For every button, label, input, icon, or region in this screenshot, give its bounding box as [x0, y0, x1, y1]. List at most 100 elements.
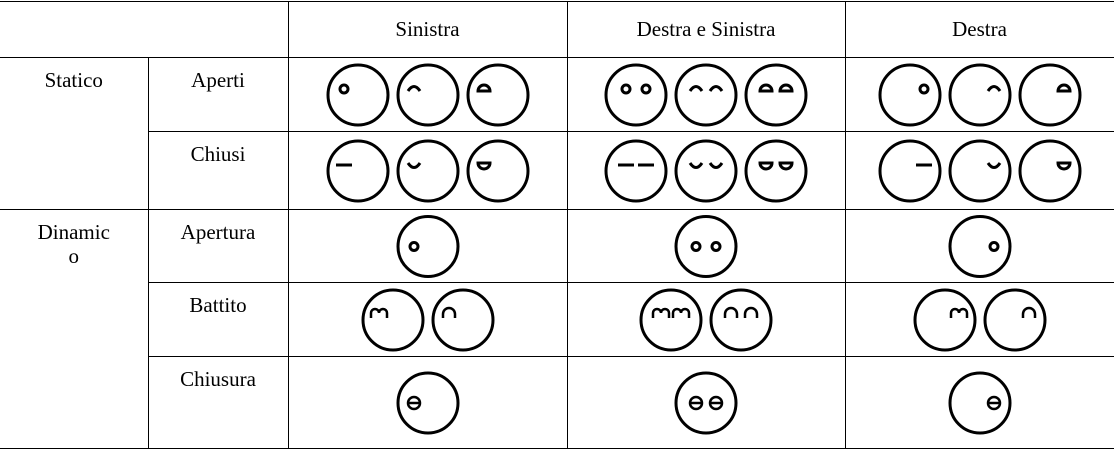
face-outline [674, 371, 738, 434]
face-icon [878, 63, 941, 126]
group-cell: Dinamico [0, 209, 149, 449]
icon-group [326, 63, 529, 126]
face-outline [878, 139, 941, 202]
face-icon [396, 214, 459, 278]
face-outline [674, 214, 738, 278]
face-icon [913, 288, 976, 351]
face-eye [690, 240, 702, 252]
column-header: Sinistra [287, 1, 568, 58]
icon-cell [287, 57, 568, 132]
face-outline [948, 139, 1011, 202]
icon-cell [287, 356, 568, 449]
row-label: Chiusura [148, 356, 289, 449]
face-icon [948, 63, 1011, 126]
face-eye [406, 161, 421, 169]
icon-group [604, 139, 808, 202]
face-eye [1021, 306, 1036, 318]
face-eye [918, 83, 929, 94]
faces-table: Sinistra Destra e Sinistra Destra Static… [0, 1, 1114, 449]
face-eye [620, 83, 632, 94]
face-eye [758, 83, 774, 92]
face-eye [369, 307, 388, 318]
icon-cell [566, 57, 846, 132]
group-label: Dinamico [37, 220, 110, 268]
face-icon [744, 139, 808, 202]
face-outline [1018, 139, 1081, 202]
face-outline [396, 214, 459, 278]
icon-cell [844, 356, 1114, 449]
face-outline [983, 288, 1046, 351]
icon-group [396, 214, 459, 278]
group-label: Statico [44, 68, 103, 92]
face-outline [326, 139, 389, 202]
face-icon [709, 288, 773, 351]
face-eye [651, 307, 671, 318]
face-outline [913, 288, 976, 351]
icon-group [913, 288, 1046, 351]
face-outline [396, 371, 459, 434]
face-outline [639, 288, 703, 351]
face-icon [466, 63, 529, 126]
face-icon [604, 139, 668, 202]
icon-group [361, 288, 494, 351]
face-icon [396, 371, 459, 434]
face-eye [475, 83, 492, 92]
face-icon [431, 288, 494, 351]
face-eye [408, 240, 419, 252]
face-icon [983, 288, 1046, 351]
face-outline [466, 139, 529, 202]
face-eye [778, 83, 794, 92]
face-outline [878, 63, 941, 126]
table-body: Sinistra Destra e Sinistra Destra Static… [0, 1, 1114, 449]
icon-cell [844, 209, 1114, 283]
face-eye [688, 84, 704, 92]
face-eye [708, 84, 724, 92]
face-eye [758, 161, 774, 170]
face-eye [778, 161, 794, 170]
row-label: Apertura [147, 209, 289, 283]
face-outline [604, 139, 668, 202]
face-outline [948, 214, 1011, 278]
icon-cell [566, 282, 846, 357]
face-eye [1055, 83, 1072, 92]
face-outline [326, 63, 389, 126]
icon-cell [844, 57, 1114, 132]
face-outline [948, 63, 1011, 126]
corner-cell [0, 1, 289, 58]
row-label: Aperti [147, 57, 289, 132]
icon-group [674, 214, 738, 278]
icon-cell [287, 209, 568, 283]
face-icon [948, 139, 1011, 202]
face-outline [431, 288, 494, 351]
column-header: Destra [844, 1, 1114, 58]
face-outline [674, 63, 738, 126]
face-icon [878, 139, 941, 202]
group-cell: Statico [0, 57, 149, 210]
face-icon [674, 371, 738, 434]
table-row: Statico Aperti [0, 57, 1114, 210]
face-eye [688, 161, 704, 169]
table-row: Battito [0, 282, 1114, 357]
face-eye [710, 240, 722, 252]
face-eye [1055, 161, 1072, 170]
face-icon [361, 288, 424, 351]
table-row: Chiusi [0, 131, 1114, 210]
header-row: Sinistra Destra e Sinistra Destra [0, 1, 1114, 58]
face-icon [396, 139, 459, 202]
face-outline [674, 139, 738, 202]
face-icon [674, 63, 738, 126]
face-outline [396, 139, 459, 202]
face-icon [396, 63, 459, 126]
face-outline [361, 288, 424, 351]
face-eye [475, 161, 492, 170]
icon-group [948, 371, 1011, 434]
face-outline [396, 63, 459, 126]
face-icon [674, 139, 738, 202]
face-outline [744, 63, 808, 126]
row-label: Chiusi [148, 131, 289, 210]
icon-cell [844, 131, 1114, 210]
icon-cell [287, 131, 568, 210]
face-icon [744, 63, 808, 126]
face-icon [674, 214, 738, 278]
face-eye [723, 306, 739, 318]
